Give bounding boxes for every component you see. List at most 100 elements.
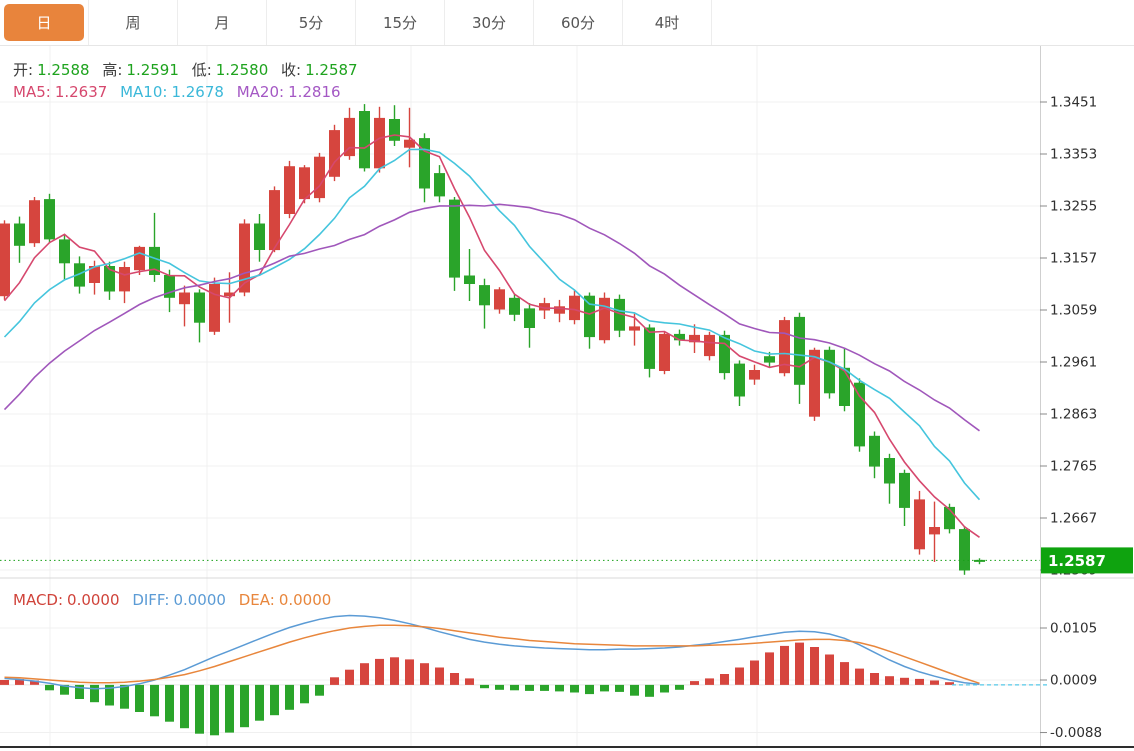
candle-body (44, 199, 55, 240)
candle-body (539, 303, 550, 311)
candle-body (974, 559, 985, 562)
tab-label: 日 (4, 4, 84, 41)
tab-label: 4时 (654, 14, 680, 32)
candle-body (134, 246, 145, 271)
candle-body (0, 223, 10, 297)
macd-axis-label: -0.0088 (1050, 725, 1102, 741)
candle-body (704, 334, 715, 357)
candle-body (689, 334, 700, 343)
macd-bar (720, 674, 729, 685)
open-label: 开: (13, 61, 34, 79)
candle-body (674, 333, 685, 341)
macd-bar (900, 677, 909, 685)
tab-label: 30分 (471, 14, 507, 32)
candle-body (284, 166, 295, 214)
candle-body (659, 333, 670, 371)
price-axis-label: 1.3451 (1050, 95, 1097, 111)
candle-body (794, 316, 805, 385)
ma10-line (3, 148, 981, 501)
candle-body (104, 266, 115, 292)
tab-15分[interactable]: 15分 (356, 0, 445, 45)
macd-bar (885, 676, 894, 685)
tab-60分[interactable]: 60分 (534, 0, 623, 45)
macd-axis-label: 0.0009 (1050, 673, 1097, 689)
candle-body (29, 200, 40, 244)
candle-body (179, 292, 190, 305)
macd-bar (195, 684, 204, 734)
tab-30分[interactable]: 30分 (445, 0, 534, 45)
macd-bar (75, 684, 84, 699)
macd-bar (945, 682, 954, 685)
macd-bar (825, 654, 834, 685)
candle-body (224, 292, 235, 297)
macd-bar (375, 658, 384, 685)
macd-histogram (0, 642, 954, 736)
candle-body (554, 306, 565, 314)
candle-body (734, 363, 745, 397)
candle-body (89, 266, 100, 283)
macd-bar (915, 678, 924, 685)
ma5-label: MA5: (13, 83, 51, 101)
candle-body (509, 297, 520, 315)
macd-bar (150, 684, 159, 717)
candle-body (209, 284, 220, 332)
macd-bar (735, 667, 744, 685)
diff-label: DIFF: (132, 591, 170, 609)
macd-axis-label: 0.0105 (1050, 621, 1097, 637)
candle-body (119, 267, 130, 292)
ma5-value: 1.2637 (54, 83, 108, 101)
tab-4时[interactable]: 4时 (623, 0, 712, 45)
ma10-value: 1.2678 (171, 83, 224, 101)
macd-bar (510, 684, 519, 691)
price-axis-label: 1.2863 (1050, 407, 1097, 423)
price-axis-label: 1.2765 (1050, 459, 1097, 475)
macd-bar (840, 662, 849, 685)
dea-value: 0.0000 (278, 591, 332, 609)
tab-月[interactable]: 月 (178, 0, 267, 45)
macd-bar (90, 684, 99, 703)
price-axis-label: 1.3255 (1050, 199, 1097, 215)
tab-label: 15分 (382, 14, 418, 32)
ohlc-legend: 开: 1.2588 高: 1.2591 低: 1.2580 收: 1.2587 (13, 59, 366, 80)
candle-body (254, 223, 265, 250)
macd-bar (750, 660, 759, 685)
candle-body (374, 117, 385, 169)
candle-body (629, 326, 640, 331)
candle-body (749, 370, 760, 380)
candle-body (914, 499, 925, 550)
macd-bar (495, 684, 504, 690)
tab-周[interactable]: 周 (89, 0, 178, 45)
macd-bar (630, 684, 639, 696)
macd-bar (660, 684, 669, 693)
macd-bar (225, 684, 234, 733)
gridlines (0, 46, 1040, 746)
candle-body (524, 308, 535, 328)
macd-bar (330, 677, 339, 685)
diff-value: 0.0000 (173, 591, 226, 609)
macd-bar (135, 684, 144, 712)
candle-body (479, 285, 490, 306)
ma20-label: MA20: (236, 83, 285, 101)
price-axis-label: 1.3157 (1050, 251, 1097, 267)
candle-body (494, 289, 505, 310)
candle-body (884, 458, 895, 484)
macd-bar (360, 663, 369, 685)
macd-bar (105, 684, 114, 706)
macd-bar (345, 669, 354, 685)
price-axis: 1.3451 1.3353 1.3255 1.3157 1.3059 1.2961 1.28… (1040, 95, 1102, 741)
macd-bar (645, 684, 654, 697)
close-label: 收: (281, 61, 302, 79)
macd-bar (540, 684, 549, 691)
macd-bar (120, 684, 129, 709)
macd-bar (930, 680, 939, 685)
dea-line (4, 624, 980, 685)
macd-bar (600, 684, 609, 692)
tab-5分[interactable]: 5分 (267, 0, 356, 45)
candle-body (314, 156, 325, 199)
candle-body (944, 506, 955, 530)
tab-日[interactable]: 日 (0, 0, 89, 45)
candle-body (449, 199, 460, 278)
candle-body (59, 239, 70, 264)
price-axis-label: 1.3059 (1050, 303, 1097, 319)
